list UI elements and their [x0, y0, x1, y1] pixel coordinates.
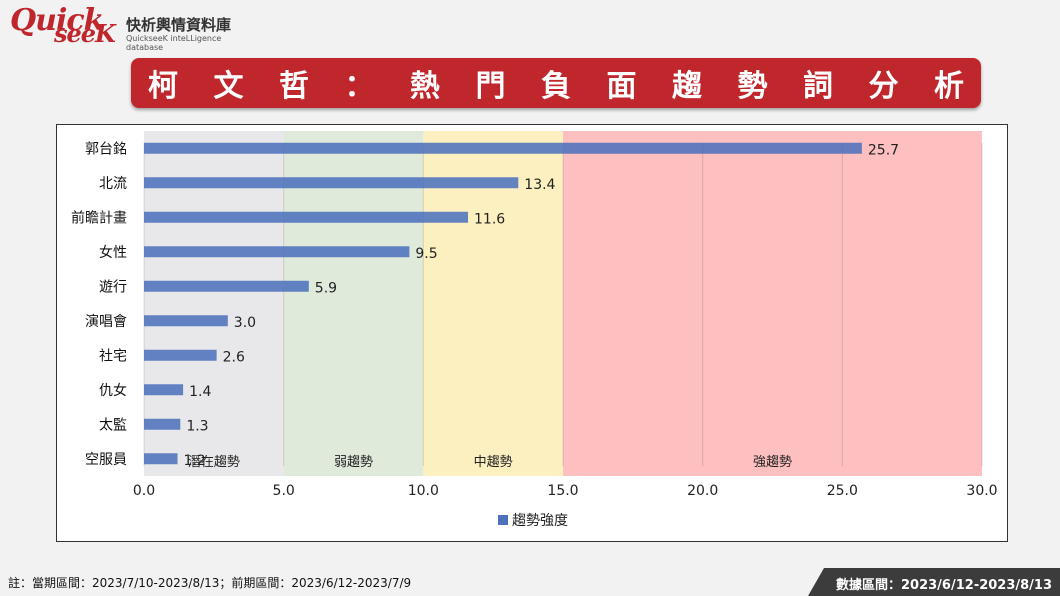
value-label: 1.4: [189, 384, 211, 400]
title-char: 趨: [672, 69, 702, 104]
logo-wordmark-quick: Quick: [10, 3, 104, 38]
value-label: 25.7: [868, 142, 899, 158]
title-char: 負: [541, 69, 571, 104]
title-char: 文: [213, 69, 244, 104]
bar: [144, 211, 469, 223]
x-tick-label: 5.0: [273, 483, 295, 499]
trend-zone-label: 潛在趨勢: [188, 455, 240, 470]
date-range-label: 數據區間：2023/6/12-2023/8/13: [836, 578, 1053, 593]
title-char: ：: [344, 69, 375, 104]
bar: [144, 384, 184, 396]
trend-zone-label: 強趨勢: [753, 455, 792, 470]
title-banner: 柯文哲 ： 熱門負面趨勢詞分析: [131, 58, 981, 108]
trend-zone-label: 弱趨勢: [334, 455, 373, 470]
bar-chart: 潛在趨勢 弱趨勢 中趨勢 強趨勢 郭台銘 25.7 北流 13.4 前瞻計畫 11.6 女性 9.5 遊…: [71, 131, 998, 529]
title-char: 面: [606, 69, 637, 104]
logo-wordmark-seek: seeK: [54, 19, 116, 48]
x-tick-label: 20.0: [687, 483, 718, 499]
footnote: 註：當期區間：2023/7/10-2023/8/13；前期區間：2023/6/1…: [8, 576, 412, 590]
value-label: 1.2: [184, 453, 206, 469]
bar: [144, 453, 178, 465]
title-char: 詞: [803, 69, 833, 104]
value-label: 11.6: [474, 211, 505, 227]
bar: [144, 315, 228, 327]
bar: [144, 177, 519, 189]
x-tick-label: 25.0: [827, 483, 858, 499]
bar: [144, 280, 309, 292]
value-label: 1.3: [186, 418, 208, 434]
category-label: 社宅: [99, 348, 127, 364]
trend-zone-band: [563, 131, 982, 476]
trend-zone-label: 中趨勢: [474, 455, 513, 470]
legend-label: 趨勢強度: [512, 513, 568, 529]
category-label: 太監: [99, 416, 127, 433]
bar: [144, 418, 181, 430]
value-label: 3.0: [234, 315, 256, 331]
title-char: 勢: [737, 69, 768, 104]
title-char: 門: [475, 69, 506, 104]
category-label: 女性: [99, 244, 127, 261]
date-range-tab: 數據區間：2023/6/12-2023/8/13: [808, 568, 1060, 596]
legend-swatch: [498, 515, 508, 525]
trend-zone-band: [423, 131, 563, 476]
trend-zone-band: [144, 131, 284, 476]
category-label: 北流: [99, 176, 127, 192]
category-label: 前瞻計畫: [71, 209, 127, 226]
value-label: 9.5: [415, 246, 437, 262]
title-char: 分: [868, 69, 899, 104]
bar: [144, 349, 217, 361]
value-label: 13.4: [524, 177, 555, 193]
chart-frame: 潛在趨勢 弱趨勢 中趨勢 強趨勢 郭台銘 25.7 北流 13.4 前瞻計畫 11.6 女性 9.5 遊…: [56, 124, 1008, 542]
category-label: 演唱會: [85, 314, 127, 330]
category-label: 郭台銘: [85, 140, 127, 157]
bar: [144, 246, 410, 258]
bar: [144, 142, 862, 154]
value-label: 5.9: [315, 280, 337, 296]
value-label: 2.6: [223, 349, 245, 365]
x-tick-label: 10.0: [408, 483, 439, 499]
title-char: 析: [934, 69, 964, 104]
category-label: 空服員: [85, 452, 127, 468]
x-tick-label: 30.0: [966, 483, 997, 499]
x-tick-label: 0.0: [133, 483, 155, 499]
title-char: 熱: [410, 69, 440, 104]
x-tick-label: 15.0: [547, 483, 578, 499]
logo-name-english: QuickseeK inteLLigence database: [126, 34, 222, 52]
quickseek-logo: Quick seeK 快析輿情資料庫 QuickseeK inteLLigenc…: [10, 3, 250, 53]
category-label: 遊行: [99, 279, 127, 295]
title-char: 哲: [279, 69, 309, 104]
logo-name-chinese: 快析輿情資料庫: [126, 16, 232, 34]
category-label: 仇女: [99, 382, 127, 399]
title-char: 柯: [148, 69, 178, 104]
trend-zone-band: [283, 131, 424, 476]
